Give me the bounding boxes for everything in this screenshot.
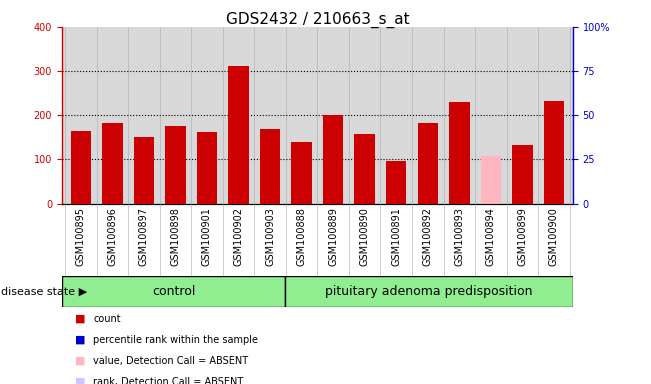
Bar bbox=[292, 142, 312, 204]
Text: GDS2432 / 210663_s_at: GDS2432 / 210663_s_at bbox=[225, 12, 409, 28]
Text: ■: ■ bbox=[75, 314, 85, 324]
Text: GSM100894: GSM100894 bbox=[486, 207, 496, 266]
Text: GSM100902: GSM100902 bbox=[234, 207, 243, 266]
Text: GSM100893: GSM100893 bbox=[454, 207, 464, 266]
Text: GSM100898: GSM100898 bbox=[171, 207, 180, 266]
Text: GSM100901: GSM100901 bbox=[202, 207, 212, 266]
Bar bbox=[260, 129, 281, 204]
Text: GSM100899: GSM100899 bbox=[518, 207, 527, 266]
Text: count: count bbox=[93, 314, 120, 324]
Text: ■: ■ bbox=[75, 356, 85, 366]
Text: GSM100890: GSM100890 bbox=[360, 207, 370, 266]
Text: GSM100892: GSM100892 bbox=[422, 207, 433, 266]
Bar bbox=[417, 123, 438, 204]
Bar bbox=[133, 137, 154, 204]
Text: GSM100900: GSM100900 bbox=[549, 207, 559, 266]
Text: GSM100891: GSM100891 bbox=[391, 207, 401, 266]
Bar bbox=[512, 145, 533, 204]
Text: GSM100889: GSM100889 bbox=[328, 207, 338, 266]
Text: control: control bbox=[152, 285, 195, 298]
Text: percentile rank within the sample: percentile rank within the sample bbox=[93, 335, 258, 345]
Bar bbox=[165, 126, 186, 204]
Text: GSM100896: GSM100896 bbox=[107, 207, 117, 266]
Bar bbox=[544, 101, 564, 204]
Text: rank, Detection Call = ABSENT: rank, Detection Call = ABSENT bbox=[93, 377, 243, 384]
Bar bbox=[197, 132, 217, 204]
Text: GSM100903: GSM100903 bbox=[265, 207, 275, 266]
Bar bbox=[229, 66, 249, 204]
Bar bbox=[449, 102, 469, 204]
Text: GSM100897: GSM100897 bbox=[139, 207, 149, 266]
Bar bbox=[354, 134, 375, 204]
Text: value, Detection Call = ABSENT: value, Detection Call = ABSENT bbox=[93, 356, 248, 366]
Bar bbox=[386, 161, 406, 204]
Bar bbox=[70, 131, 91, 204]
Text: disease state ▶: disease state ▶ bbox=[1, 287, 87, 297]
Bar bbox=[62, 276, 285, 307]
Bar bbox=[285, 276, 573, 307]
Text: GSM100888: GSM100888 bbox=[297, 207, 307, 266]
Bar bbox=[480, 156, 501, 204]
Bar bbox=[102, 123, 122, 204]
Text: GSM100895: GSM100895 bbox=[76, 207, 86, 266]
Text: ■: ■ bbox=[75, 335, 85, 345]
Text: ■: ■ bbox=[75, 377, 85, 384]
Bar bbox=[323, 115, 343, 204]
Text: pituitary adenoma predisposition: pituitary adenoma predisposition bbox=[326, 285, 533, 298]
